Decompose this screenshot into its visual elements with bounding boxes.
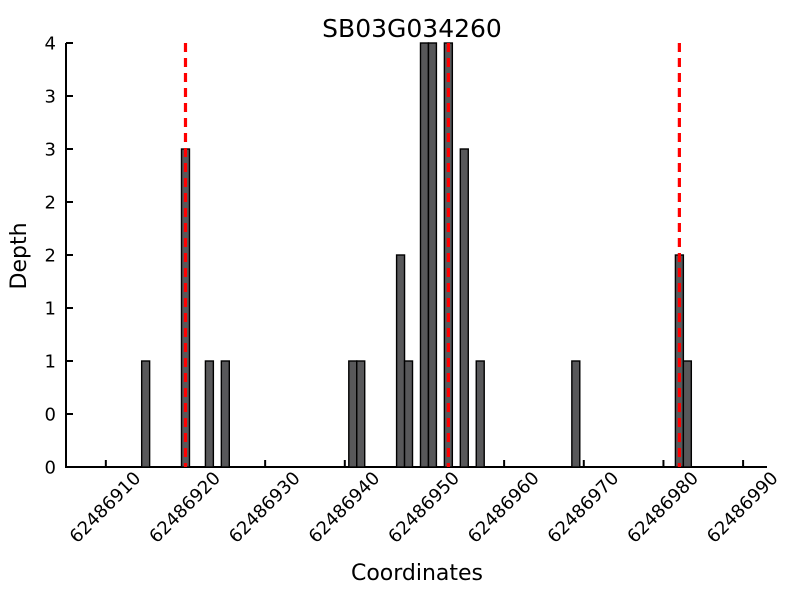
depth-bar (403, 360, 414, 468)
depth-bar (356, 360, 366, 468)
depth-bar (682, 360, 693, 468)
x-tick-label: 62486940 (305, 468, 385, 548)
depth-bar (140, 360, 151, 468)
y-tick-label: 3 (45, 87, 56, 108)
depth-bar (419, 42, 430, 468)
y-tick-label: 1 (45, 352, 56, 373)
y-tick-label: 3 (45, 140, 56, 161)
x-tick-label: 62486930 (225, 468, 305, 548)
depth-bar (348, 360, 358, 468)
chart-title: SB03G034260 (322, 14, 502, 43)
depth-bar (220, 360, 231, 468)
y-tick-label: 2 (45, 246, 56, 267)
y-tick-label: 4 (45, 34, 56, 55)
depth-bar (395, 254, 406, 468)
x-tick-label: 62486970 (544, 468, 624, 548)
y-tick-label: 0 (45, 405, 56, 426)
x-tick-label: 62486960 (464, 468, 544, 548)
x-tick-label: 62486910 (66, 468, 146, 548)
x-tick-label: 62486990 (703, 468, 783, 548)
x-tick-label: 62486920 (145, 468, 225, 548)
depth-bar (475, 360, 485, 468)
x-axis-label: Coordinates (351, 561, 483, 586)
y-axis-label: Depth (7, 222, 32, 289)
x-tick-label: 62486950 (384, 468, 464, 548)
y-tick-label: 2 (45, 193, 56, 214)
y-tick-label: 1 (45, 299, 56, 320)
depth-bar (427, 42, 438, 468)
x-tick-label: 62486980 (623, 468, 703, 548)
depth-bar (204, 360, 215, 468)
y-tick-label: 0 (45, 458, 56, 479)
depth-bar (571, 360, 581, 468)
depth-bar (459, 148, 469, 468)
